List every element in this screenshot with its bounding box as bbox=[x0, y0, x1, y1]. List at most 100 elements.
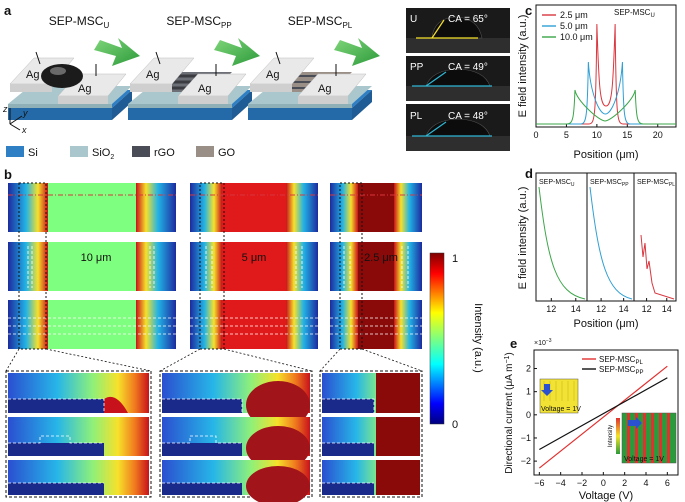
chart-c-frame bbox=[535, 4, 677, 128]
zoom-connectors bbox=[5, 348, 423, 372]
contact-angle-photo-pl: PL CA = 48° bbox=[406, 104, 510, 151]
ca-tag-pp: PP bbox=[410, 62, 424, 73]
chart-d-series-line bbox=[589, 186, 633, 300]
legend-label-sio2: SiO2 bbox=[92, 147, 114, 161]
colorbar-min-label: 0 bbox=[452, 419, 458, 431]
chart-d-xtick-label: 12 bbox=[642, 304, 652, 314]
field-map-column-10um: 10 μm bbox=[8, 182, 176, 350]
chart-c-xtick-label: 15 bbox=[622, 130, 632, 140]
spacing-label-5um: 5 μm bbox=[242, 252, 267, 264]
chart-e-exponent: ×10−3 bbox=[534, 338, 552, 347]
chart-c: E field intensity (a.u.) Position (μm) S… bbox=[517, 4, 677, 161]
chart-d-ylabel: E field intensity (a.u.) bbox=[517, 187, 529, 290]
chart-e-xtick-label: −6 bbox=[534, 478, 544, 488]
chart-c-xlabel: Position (μm) bbox=[573, 149, 638, 161]
field-map-column-5um: 5 μm bbox=[190, 182, 318, 350]
legend-swatch-go bbox=[196, 146, 214, 157]
ag-label: Ag bbox=[146, 69, 159, 81]
ca-tag-u: U bbox=[410, 14, 417, 25]
legend-swatch-si bbox=[6, 146, 24, 157]
chart-d-section-title: SEP-MSCPP bbox=[590, 179, 629, 188]
axis-y-label: y bbox=[22, 108, 28, 118]
chart-e-legend-label: SEP-MSCPP bbox=[599, 365, 643, 376]
chart-c-series-line bbox=[536, 61, 676, 125]
ag-label: Ag bbox=[78, 83, 91, 95]
chart-e-ytick-label: 0 bbox=[526, 410, 531, 420]
panel-label-d: d bbox=[525, 166, 533, 181]
chart-e-xtick-label: 2 bbox=[622, 478, 627, 488]
chart-e-legend-label: SEP-MSCPL bbox=[599, 355, 643, 366]
chart-e-frame bbox=[533, 349, 679, 476]
axis-z-label: z bbox=[2, 104, 8, 114]
chart-d-xlabel: Position (μm) bbox=[573, 318, 638, 330]
chart-e-ylabel: Directional current (μA m−1) bbox=[504, 352, 515, 474]
chart-d-series-line bbox=[538, 186, 586, 300]
chart-d: E field intensity (a.u.) Position (μm) S… bbox=[517, 172, 677, 330]
chart-d-series-line bbox=[640, 234, 675, 300]
chart-e-xtick-label: 0 bbox=[601, 478, 606, 488]
chart-d-frame bbox=[535, 172, 677, 302]
chart-e-xtick-label: 4 bbox=[643, 478, 648, 488]
chart-e-inset-2: Intensity Voltage = 1V bbox=[608, 412, 677, 464]
legend-swatch-sio2 bbox=[70, 146, 88, 157]
chart-c-legend-label: 2.5 μm bbox=[560, 10, 588, 20]
legend-swatch-rgo bbox=[132, 146, 150, 157]
chart-e-series-line bbox=[539, 377, 668, 451]
chart-d-xtick-label: 12 bbox=[596, 304, 606, 314]
chart-c-title: SEP-MSCU bbox=[614, 8, 655, 19]
chart-c-series-line bbox=[536, 89, 676, 125]
device-illustration-pl: Ag Ag bbox=[248, 38, 380, 120]
chart-e-ytick-label: 1 bbox=[526, 387, 531, 397]
chart-e-xtick-label: 6 bbox=[665, 478, 670, 488]
chart-e-inset-1: Voltage = 1V bbox=[539, 378, 581, 414]
device-title-pp: SEP-MSCPP bbox=[166, 14, 231, 30]
chart-d-section-title: SEP-MSCU bbox=[539, 179, 575, 188]
chart-e-series-line bbox=[538, 365, 668, 469]
chart-e-ytick-label: −1 bbox=[521, 433, 531, 443]
colorbar-title: Intensity (a.u.) bbox=[472, 303, 484, 373]
chart-c-xtick-label: 0 bbox=[533, 130, 538, 140]
legend-label-si: Si bbox=[28, 147, 38, 159]
intensity-colorbar: 1 0 Intensity (a.u.) bbox=[429, 252, 484, 431]
chart-e: ×10−3 Directional current (μA m−1) Volta… bbox=[504, 338, 679, 502]
chart-e-xtick-label: −4 bbox=[556, 478, 566, 488]
ag-label: Ag bbox=[266, 69, 279, 81]
chart-d-xtick-label: 14 bbox=[619, 304, 629, 314]
chart-c-xtick-label: 5 bbox=[564, 130, 569, 140]
spacing-label-2.5um: 2.5 μm bbox=[364, 252, 398, 264]
chart-d-xtick-label: 14 bbox=[662, 304, 672, 314]
chart-c-xtick-label: 10 bbox=[592, 130, 602, 140]
chart-c-legend-label: 10.0 μm bbox=[560, 32, 593, 42]
contact-angle-photo-u: U CA = 65° bbox=[406, 8, 510, 53]
device-illustration-pp: Ag Ag bbox=[128, 38, 260, 120]
inset-2-voltage: Voltage = 1V bbox=[624, 456, 664, 463]
spacing-label-10um: 10 μm bbox=[81, 252, 112, 264]
ag-label: Ag bbox=[198, 83, 211, 95]
chart-e-ytick-label: −2 bbox=[521, 456, 531, 466]
chart-e-xlabel: Voltage (V) bbox=[579, 490, 633, 502]
material-legend: Si SiO2 rGO GO bbox=[6, 146, 236, 161]
chart-c-legend-label: 5.0 μm bbox=[560, 21, 588, 31]
panel-label-e: e bbox=[510, 336, 517, 351]
ca-value-pp: CA = 49° bbox=[448, 62, 488, 73]
device-title-pl: SEP-MSCPL bbox=[288, 14, 353, 30]
panel-label-c: c bbox=[525, 3, 532, 18]
legend-label-go: GO bbox=[218, 147, 236, 159]
chart-d-xtick-label: 12 bbox=[546, 304, 556, 314]
chart-c-xtick-label: 20 bbox=[653, 130, 663, 140]
panel-label-a: a bbox=[4, 3, 12, 18]
axis-x-label: x bbox=[21, 125, 27, 135]
contact-angle-photo-pp: PP CA = 49° bbox=[406, 56, 510, 101]
zoom-panels bbox=[5, 370, 423, 502]
ag-label: Ag bbox=[26, 69, 39, 81]
chart-d-xtick-label: 14 bbox=[571, 304, 581, 314]
ca-tag-pl: PL bbox=[410, 111, 423, 122]
ca-value-pl: CA = 48° bbox=[448, 111, 488, 122]
legend-label-rgo: rGO bbox=[154, 147, 175, 159]
chart-e-xtick-label: −2 bbox=[577, 478, 587, 488]
inset-1-voltage: Voltage = 1V bbox=[541, 406, 581, 413]
xyz-axes-icon bbox=[9, 108, 23, 131]
colorbar-max-label: 1 bbox=[452, 253, 458, 265]
